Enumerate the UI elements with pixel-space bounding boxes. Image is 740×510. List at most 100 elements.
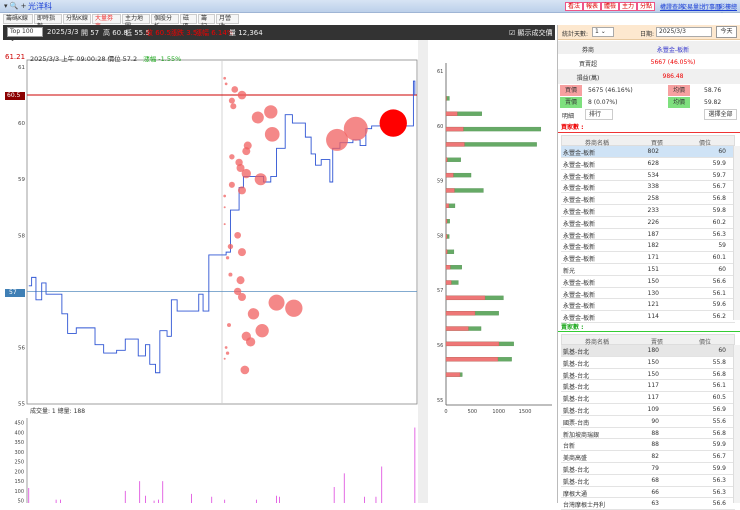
top-button-2[interactable]: 體檢 — [601, 2, 620, 11]
table-row[interactable]: 凱基-台北 150 55.8 — [561, 356, 735, 369]
info-change: 漲跌 3.5 — [170, 29, 198, 37]
table-row[interactable]: 新光 151 60 — [561, 263, 735, 276]
top-link-1[interactable]: 交易量比 — [681, 4, 706, 11]
trade-bubble — [225, 256, 230, 260]
table-row[interactable]: 永豐金-板新 628 59.9 — [561, 157, 735, 170]
table-row[interactable]: 永豐金-板新 258 56.8 — [561, 193, 735, 205]
broker-name: 摩根大通 — [563, 490, 588, 498]
table-row[interactable]: 台新 88 59.9 — [561, 439, 735, 452]
table-row[interactable]: 永豐金-板新 802 60 — [561, 146, 735, 158]
top-link-0[interactable]: 權證查詢 — [660, 4, 685, 11]
buy-table-scrollbar[interactable] — [733, 146, 740, 320]
sell-table-scrollbar[interactable] — [733, 345, 740, 503]
tab-3[interactable]: 大量券商 — [92, 14, 121, 30]
date-input[interactable]: 2025/3/3 — [656, 27, 712, 37]
table-row[interactable]: 永豐金-板新 171 60.1 — [561, 252, 735, 264]
broker-name: 永豐金-板新 — [563, 244, 596, 252]
broker-name: 永豐金-板新 — [563, 208, 596, 216]
table-row[interactable]: 永豐金-板新 114 56.2 — [561, 311, 735, 323]
lots: 628 — [647, 159, 659, 167]
column-header[interactable]: 價位 — [698, 339, 711, 346]
info-open: 開 57 — [81, 29, 100, 37]
table-row[interactable]: 凱基-台北 117 60.5 — [561, 392, 735, 404]
tab-7[interactable]: 籌記 — [198, 14, 215, 30]
price: 56.7 — [712, 183, 726, 191]
top-button-4[interactable]: 分點 — [637, 2, 656, 11]
broker-name: 美商高盛 — [563, 455, 588, 463]
tab-6[interactable]: 磁區 — [180, 14, 197, 30]
table-row[interactable]: 凱基-台北 79 59.9 — [561, 462, 735, 475]
top-select[interactable]: Top 100 ⌄ — [7, 27, 43, 43]
buy-bar — [445, 172, 454, 178]
tab-8[interactable]: 月營收 — [216, 14, 239, 30]
tab-5[interactable]: 個股分析 — [151, 14, 179, 30]
table-row[interactable]: 永豐金-板新 534 59.7 — [561, 169, 735, 182]
table-row[interactable]: 國票-台南 90 55.6 — [561, 415, 735, 428]
y-tick-label: 60 — [18, 121, 25, 127]
tab-4[interactable]: 主力地圖 — [122, 14, 150, 30]
trade-bubble — [229, 154, 235, 160]
trade-bubble — [268, 294, 285, 311]
cursor-change: 漲幅 -1.55% — [143, 55, 182, 63]
histogram-x-tick: 1000 — [492, 409, 505, 415]
table-row[interactable]: 凱基-台北 68 56.3 — [561, 474, 735, 487]
price: 56.3 — [712, 476, 726, 484]
table-row[interactable]: 永豐金-板新 338 56.7 — [561, 181, 735, 194]
broker-name: 凱基-台北 — [563, 349, 590, 356]
price: 60 — [718, 347, 726, 354]
stock-symbol[interactable]: 光洋科 — [28, 2, 52, 11]
table-header: 券商名稱 買張 價位 — [561, 135, 735, 147]
price: 56.3 — [712, 488, 726, 496]
today-button[interactable]: 今天 — [716, 26, 737, 38]
table-row[interactable]: 凱基-台北 117 56.1 — [561, 380, 735, 393]
search-toolbar-icon[interactable]: ▾ 🔍 + — [4, 2, 27, 10]
tab-2[interactable]: 分點K線 — [63, 14, 91, 24]
trade-bubble — [240, 365, 250, 375]
broker-name: 台新 — [563, 443, 576, 451]
table-row[interactable]: 新加坡商瑞銀 88 56.8 — [561, 427, 735, 440]
broker-name: 永豐金-板新 — [563, 161, 596, 169]
broker-name: 永豐金-板新 — [563, 291, 596, 299]
column-header[interactable]: 價位 — [698, 140, 711, 147]
table-row[interactable]: 永豐金-板新 182 59 — [561, 240, 735, 253]
table-row[interactable]: 凱基-台北 109 56.9 — [561, 403, 735, 416]
lots: 233 — [647, 206, 659, 214]
top-link-2[interactable]: 行事曆 — [703, 4, 722, 11]
column-header[interactable]: 買張 — [650, 140, 663, 147]
table-row[interactable]: 美商高盛 82 56.7 — [561, 451, 735, 463]
lots: 802 — [647, 148, 659, 155]
rank-button[interactable]: 排行 — [585, 109, 613, 120]
price: 59.7 — [712, 171, 726, 179]
table-row[interactable]: 永豐金-板新 187 56.3 — [561, 228, 735, 241]
table-row[interactable]: 凱基-台北 180 60 — [561, 345, 735, 357]
table-row[interactable]: 永豐金-板新 226 60.2 — [561, 216, 735, 229]
top-select-value: Top 100 — [10, 28, 34, 35]
tab-1[interactable]: 即時指數 — [34, 14, 62, 30]
column-header[interactable]: 券商名稱 — [584, 140, 609, 147]
lots: 88 — [651, 429, 659, 437]
broker-name: 永豐金-板新 — [563, 232, 596, 240]
table-row[interactable]: 永豐金-板新 233 59.8 — [561, 204, 735, 217]
top-button-1[interactable]: 報表 — [583, 2, 602, 11]
table-row[interactable]: 凱基-台北 150 56.8 — [561, 368, 735, 381]
y-tick-label: 56 — [18, 346, 25, 352]
trade-bubble — [233, 287, 242, 296]
price: 56.8 — [712, 429, 726, 437]
select-all-button[interactable]: 選擇全部 — [704, 109, 737, 120]
table-row[interactable]: 永豐金-板新 150 56.6 — [561, 275, 735, 288]
column-header[interactable]: 賣張 — [650, 339, 663, 346]
price-chart[interactable]: 55 56 57 58 59 60 61 55 56 57 58 59 60 61 0 500 1000 1500… — [0, 40, 556, 503]
tab-0[interactable]: 籌碼K線 — [3, 14, 33, 24]
top-button-3[interactable]: 主力 — [619, 2, 638, 11]
top-button-0[interactable]: 看法 — [565, 2, 584, 11]
table-row[interactable]: 摩根大通 66 56.3 — [561, 486, 735, 499]
column-header[interactable]: 券商名稱 — [584, 339, 609, 346]
sell-avg-label: 均價 — [668, 97, 690, 108]
table-row[interactable]: 永豐金-板新 130 56.1 — [561, 287, 735, 300]
table-row[interactable]: 台灣摩根士丹利 63 56.6 — [561, 498, 735, 510]
table-row[interactable]: 永豐金-板新 121 59.6 — [561, 299, 735, 312]
buy-avg: 58.76 — [704, 87, 722, 94]
days-select[interactable]: 1 ⌄ — [592, 27, 614, 37]
trade-bubble — [224, 82, 228, 86]
show-price-checkbox[interactable]: ☑ 顯示成交價 — [509, 29, 553, 37]
